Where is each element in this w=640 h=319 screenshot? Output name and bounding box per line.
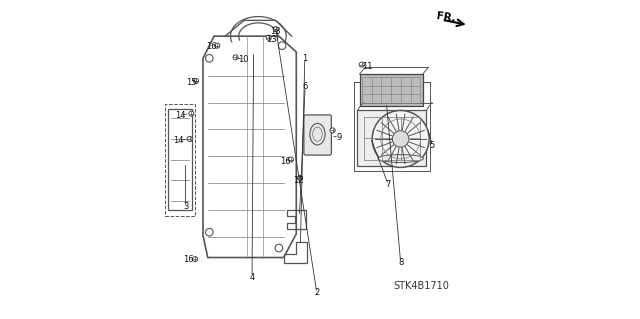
- Bar: [357, 110, 426, 166]
- Text: 16: 16: [184, 255, 194, 264]
- Circle shape: [214, 43, 220, 48]
- Circle shape: [289, 157, 293, 162]
- Circle shape: [187, 137, 192, 141]
- Text: FR.: FR.: [436, 11, 457, 24]
- Circle shape: [278, 42, 286, 49]
- Circle shape: [189, 111, 194, 116]
- Circle shape: [273, 27, 278, 32]
- Text: 15: 15: [186, 78, 196, 86]
- Text: 12: 12: [293, 175, 304, 185]
- Text: 1: 1: [302, 54, 307, 63]
- Text: STK4B1710: STK4B1710: [393, 281, 449, 291]
- Text: 9: 9: [337, 133, 342, 142]
- Circle shape: [392, 131, 409, 147]
- Text: 16: 16: [280, 157, 291, 166]
- Circle shape: [233, 55, 238, 60]
- Text: 14: 14: [173, 136, 184, 145]
- Text: 16: 16: [206, 42, 216, 51]
- Circle shape: [205, 228, 213, 236]
- Circle shape: [359, 62, 364, 67]
- Circle shape: [372, 110, 429, 167]
- Text: 4: 4: [250, 273, 255, 282]
- Text: 3: 3: [183, 203, 188, 211]
- Text: 11: 11: [362, 62, 372, 71]
- Circle shape: [205, 55, 213, 62]
- Circle shape: [193, 256, 198, 262]
- Circle shape: [330, 128, 335, 133]
- Bar: [165, 104, 195, 216]
- Circle shape: [193, 78, 198, 84]
- Circle shape: [275, 244, 283, 252]
- Ellipse shape: [378, 155, 424, 162]
- Text: 8: 8: [398, 258, 403, 267]
- Text: 6: 6: [303, 82, 308, 91]
- Text: 7: 7: [386, 180, 391, 189]
- Text: 14: 14: [175, 111, 185, 120]
- Text: 13: 13: [266, 35, 276, 44]
- Circle shape: [298, 175, 303, 180]
- Text: 13: 13: [270, 27, 280, 36]
- FancyBboxPatch shape: [304, 115, 332, 155]
- Text: 10: 10: [238, 56, 249, 64]
- Circle shape: [266, 35, 271, 40]
- Text: 5: 5: [429, 141, 435, 150]
- Text: 2: 2: [314, 288, 319, 297]
- Bar: [360, 74, 423, 106]
